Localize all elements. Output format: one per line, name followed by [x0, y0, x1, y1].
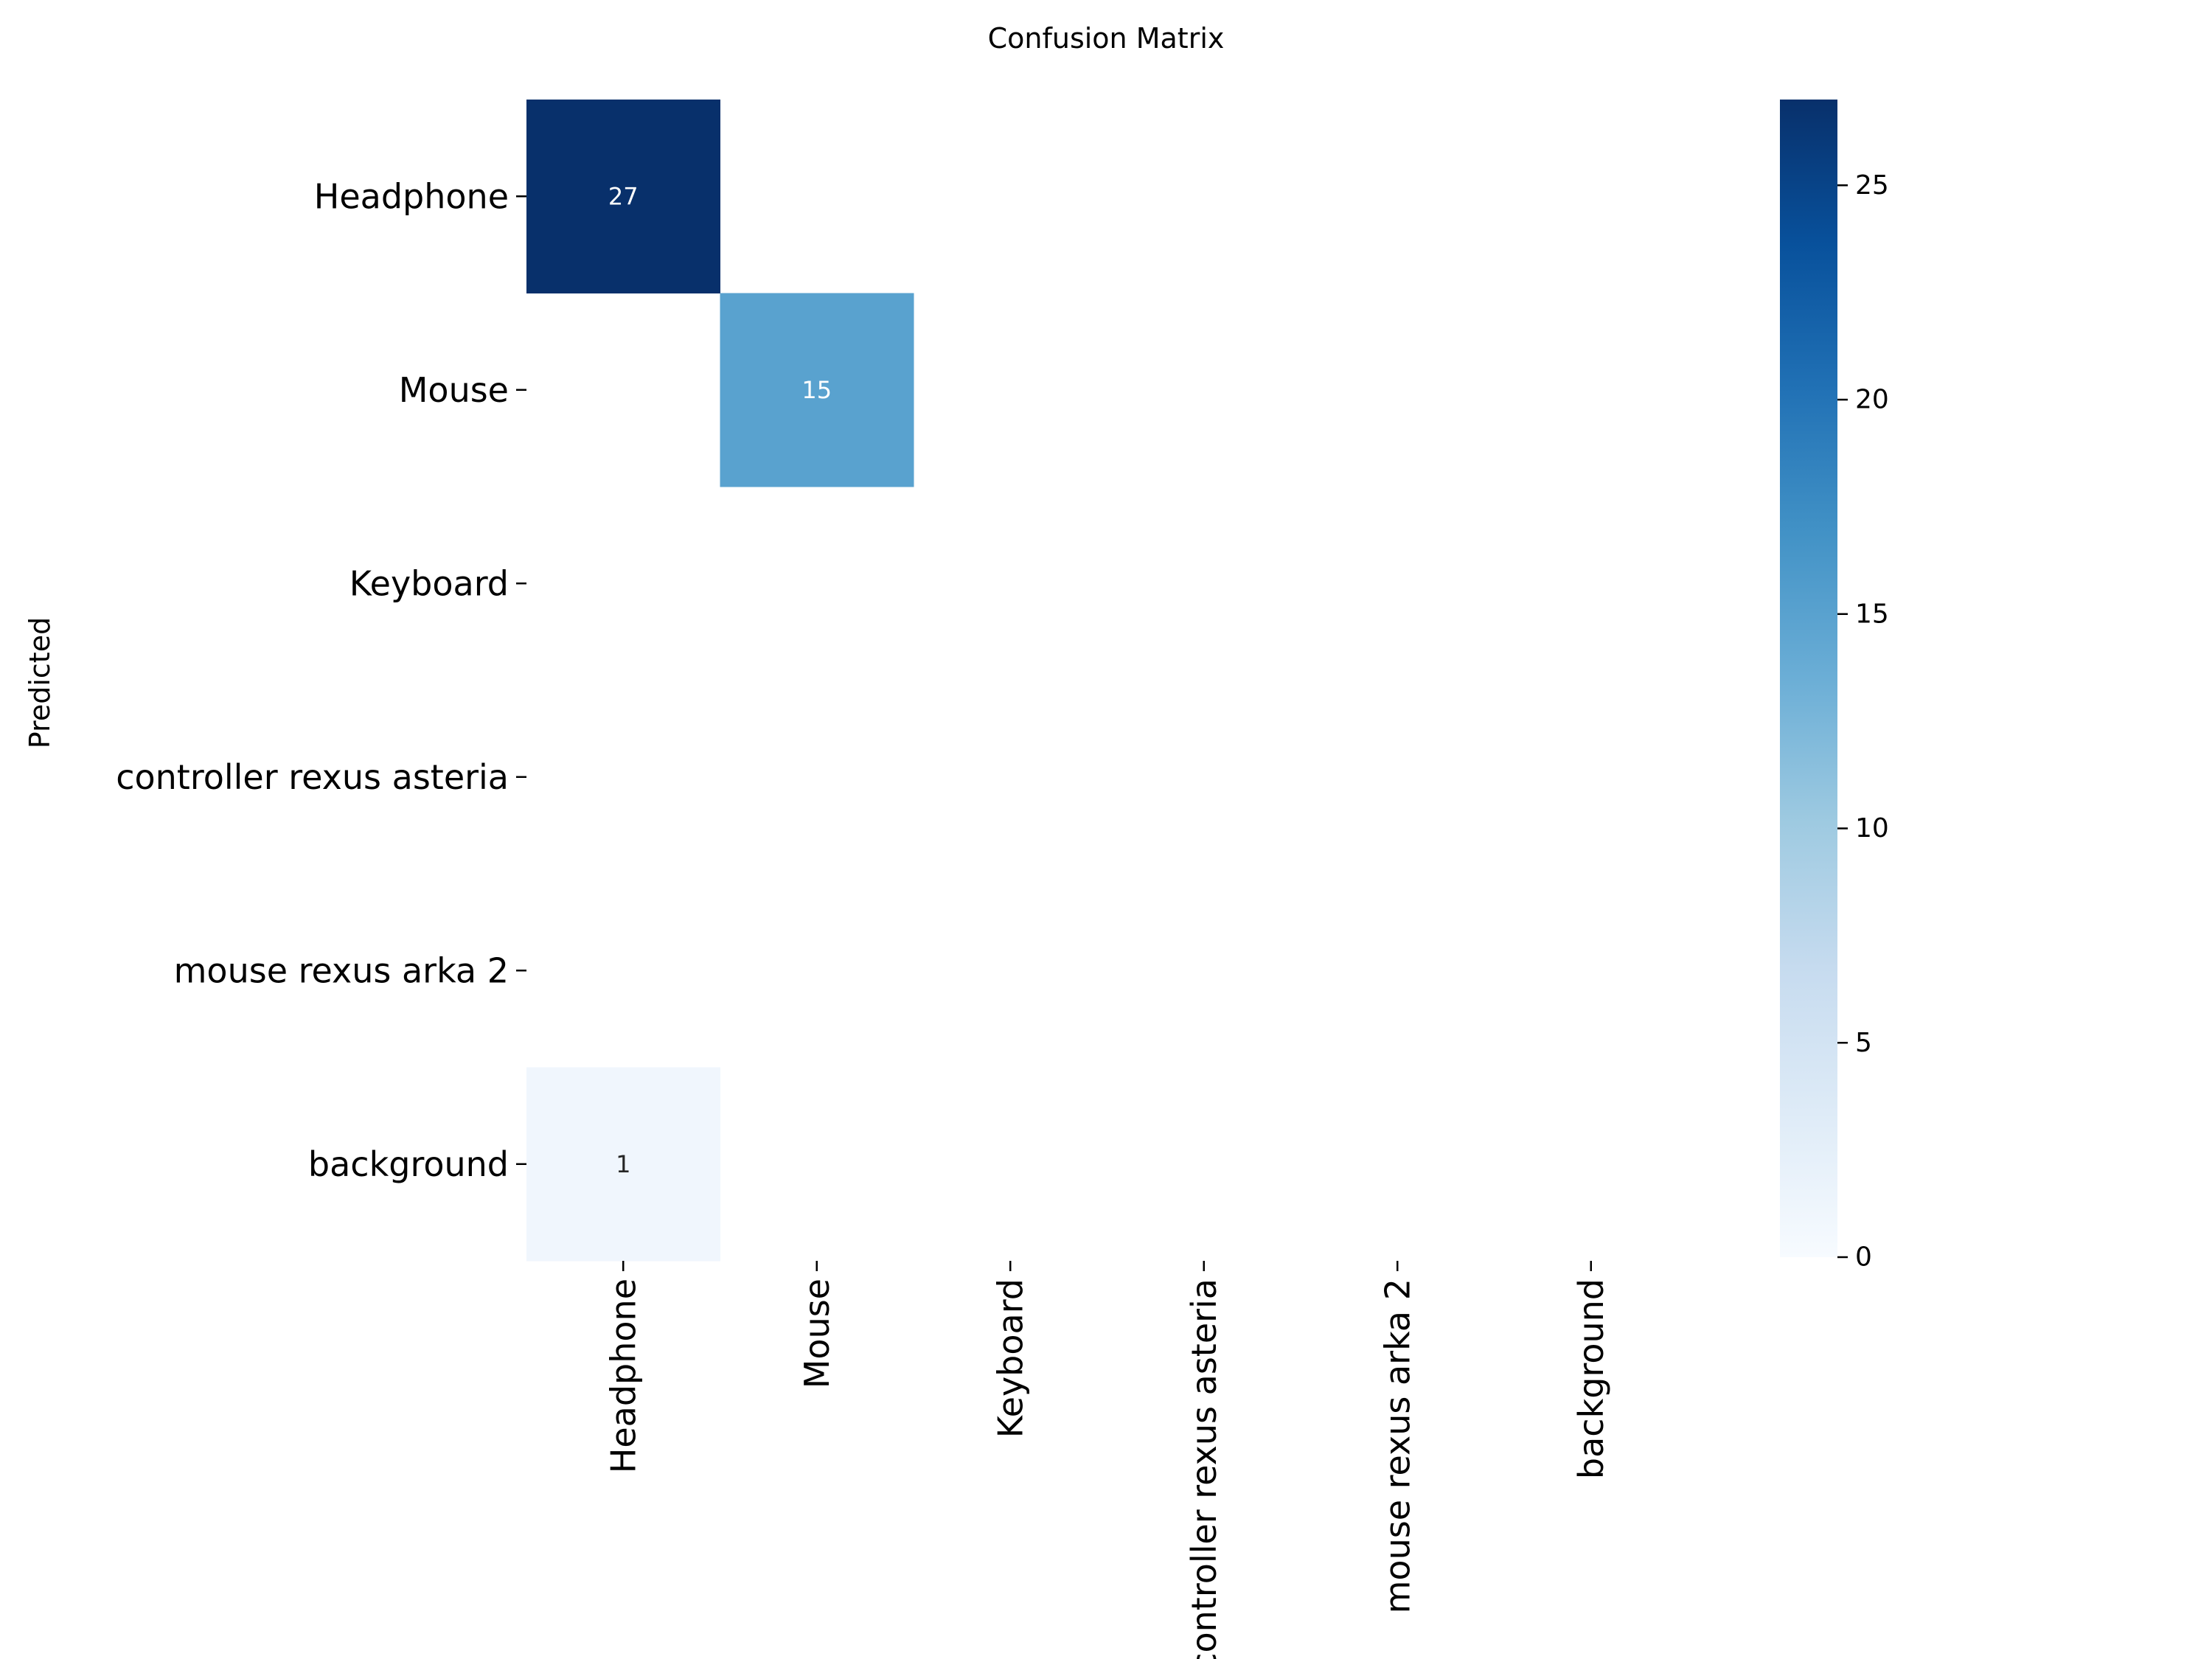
y-tick-label: background: [308, 1144, 509, 1184]
y-tick-label: mouse rexus arka 2: [174, 950, 509, 990]
colorbar-tick-label: 20: [1855, 385, 1889, 415]
cell-annotations: 27 15 1: [608, 182, 832, 1178]
x-tick-label: background: [1571, 1279, 1611, 1479]
y-axis-label: Predicted: [24, 617, 56, 748]
cell-value-label: 1: [616, 1150, 630, 1178]
y-tick-label: Mouse: [399, 370, 509, 410]
y-axis-ticks: Headphone Mouse Keyboard controller rexus a…: [116, 176, 526, 1184]
cell-value-label: 27: [608, 182, 639, 210]
heatmap-cell: [526, 1067, 720, 1262]
colorbar-tick-label: 10: [1855, 813, 1889, 844]
cell-value-label: 15: [801, 376, 832, 404]
x-tick-label: Keyboard: [990, 1279, 1030, 1438]
colorbar-tick-label: 25: [1855, 170, 1889, 201]
y-tick-label: controller rexus asteria: [116, 757, 509, 797]
colorbar-tick-label: 5: [1855, 1028, 1872, 1058]
x-axis-ticks: Headphone Mouse Keyboard controller rexus a…: [603, 1261, 1611, 1659]
colorbar-tick-label: 15: [1855, 599, 1889, 629]
x-tick-label: controller rexus asteria: [1184, 1279, 1224, 1659]
colorbar-tick-label: 0: [1855, 1242, 1872, 1273]
x-tick-label: Mouse: [797, 1279, 837, 1388]
heatmap-cell: [720, 293, 914, 487]
heatmap-cell: [526, 100, 720, 293]
x-tick-label: Headphone: [603, 1279, 643, 1473]
x-tick-label: mouse rexus arka 2: [1377, 1279, 1417, 1613]
heatmap-cells: [526, 100, 914, 1262]
colorbar-ticks: 0 5 10 15 20 25: [1837, 170, 1889, 1273]
colorbar: [1780, 100, 1837, 1257]
y-tick-label: Headphone: [314, 176, 509, 216]
chart-title: Confusion Matrix: [988, 22, 1225, 55]
y-tick-label: Keyboard: [349, 563, 509, 603]
